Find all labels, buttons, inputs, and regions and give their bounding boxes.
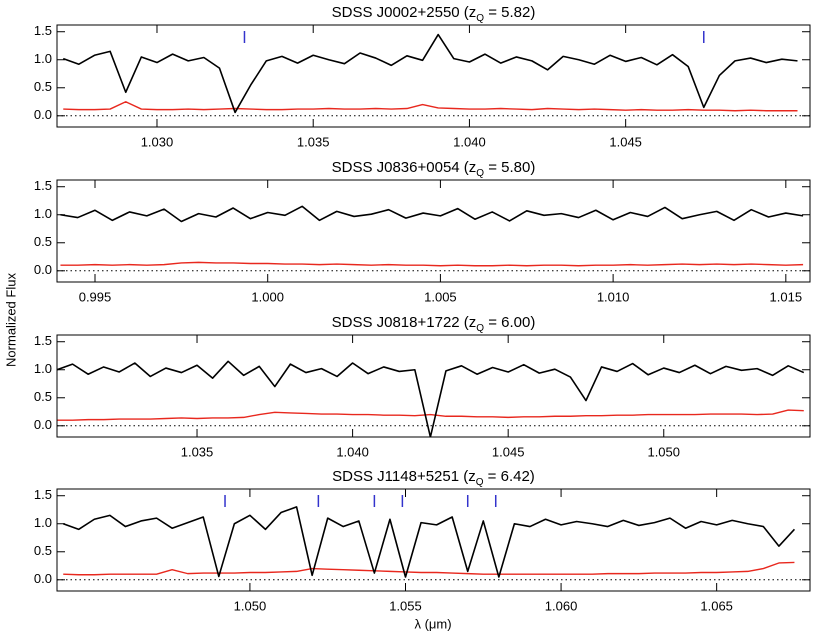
x-tick-label: 1.060	[545, 598, 578, 613]
title-part: = 5.82)	[484, 4, 535, 21]
x-tick-label: 1.040	[453, 134, 486, 149]
y-tick-label: 0.5	[34, 389, 52, 404]
title-part: = 6.42)	[484, 468, 535, 485]
error-line	[60, 261, 804, 267]
x-tick-label: 1.005	[424, 289, 457, 304]
title-part: = 5.80)	[484, 159, 535, 176]
error-line	[57, 409, 804, 421]
title-part: Q	[476, 477, 484, 488]
y-tick-label: 1.0	[34, 206, 52, 221]
flux-line	[62, 33, 798, 114]
x-tick-label: 1.035	[181, 444, 214, 459]
x-tick-label: 1.000	[251, 289, 284, 304]
y-tick-label: 1.5	[34, 23, 52, 38]
y-tick-label: 1.5	[34, 333, 52, 348]
y-tick-label: 0.0	[34, 107, 52, 122]
y-tick-label: 1.5	[34, 178, 52, 193]
x-tick-label: 1.040	[336, 444, 369, 459]
x-tick-label: 1.035	[297, 134, 330, 149]
x-tick-label: 1.045	[609, 134, 642, 149]
error-line	[63, 101, 798, 112]
y-tick-label: 1.0	[34, 361, 52, 376]
panel-title: SDSS J0818+1722 (zQ = 6.00)	[332, 314, 536, 334]
title-part: Q	[476, 323, 484, 334]
panel-title: SDSS J0002+2550 (zQ = 5.82)	[332, 4, 536, 24]
x-tick-label: 0.995	[79, 289, 112, 304]
y-tick-label: 0.5	[34, 543, 52, 558]
title-part: SDSS J1148+5251 (z	[332, 468, 476, 485]
plot-frame	[56, 334, 811, 438]
y-axis-label: Normalized Flux	[3, 273, 18, 367]
title-part: SDSS J0836+0054 (z	[332, 159, 477, 176]
x-tick-label: 1.015	[770, 289, 803, 304]
panel-title: SDSS J0836+0054 (zQ = 5.80)	[332, 159, 536, 179]
error-line	[63, 561, 795, 576]
y-tick-label: 0.5	[34, 79, 52, 94]
panel-title: SDSS J1148+5251 (zQ = 6.42)	[332, 468, 535, 488]
title-part: SDSS J0818+1722 (z	[332, 314, 477, 331]
x-tick-label: 1.055	[389, 598, 422, 613]
flux-line	[62, 506, 796, 578]
y-tick-label: 0.0	[34, 571, 52, 586]
x-tick-label: 1.050	[647, 444, 680, 459]
plot-frame	[56, 24, 811, 128]
plot-frame	[56, 179, 811, 283]
flux-line	[57, 360, 805, 437]
x-axis-label: λ (μm)	[414, 616, 451, 631]
title-part: = 6.00)	[484, 314, 535, 331]
title-part: Q	[476, 168, 484, 179]
x-tick-label: 1.050	[234, 598, 267, 613]
x-tick-label: 1.010	[597, 289, 630, 304]
y-tick-label: 0.0	[34, 417, 52, 432]
plot-frame	[56, 488, 811, 592]
x-tick-label: 1.045	[492, 444, 525, 459]
y-tick-label: 1.0	[34, 515, 52, 530]
flux-line	[60, 205, 804, 223]
y-tick-label: 0.5	[34, 234, 52, 249]
y-tick-label: 1.5	[34, 487, 52, 502]
title-part: Q	[476, 13, 484, 24]
x-tick-label: 1.065	[700, 598, 733, 613]
x-tick-label: 1.030	[141, 134, 174, 149]
y-tick-label: 0.0	[34, 262, 52, 277]
title-part: SDSS J0002+2550 (z	[332, 4, 477, 21]
y-tick-label: 1.0	[34, 51, 52, 66]
